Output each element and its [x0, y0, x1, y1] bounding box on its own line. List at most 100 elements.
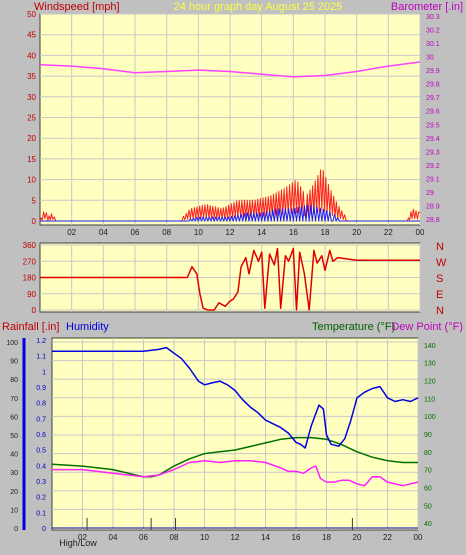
rain-humidity-temperature-panel: 010203040506070809010000.10.20.30.40.50.…: [6, 337, 436, 542]
barometer-y-tick-label: 30.2: [426, 28, 440, 35]
dewpoint-axis-title: Dew Point (°F): [391, 321, 463, 333]
rain-y-tick-label: 0.9: [36, 385, 46, 392]
temperature-y-tick-label: 100: [424, 414, 436, 421]
wind-x-tick-label: 10: [194, 228, 203, 237]
rain-y-tick-label: 0.8: [36, 401, 46, 408]
wind-x-tick-label: 14: [257, 228, 266, 237]
temperature-y-tick-label: 70: [424, 468, 432, 475]
wind-x-tick-label: 02: [67, 228, 76, 237]
wind-x-tick-label: 08: [162, 228, 171, 237]
direction-y-tick-label: 180: [23, 274, 37, 283]
temperature-y-tick-label: 110: [424, 396, 435, 403]
barometer-y-tick-label: 30.3: [426, 14, 440, 21]
wind-y-tick-label: 30: [27, 93, 36, 102]
rain-y-tick-label: 1.1: [36, 354, 46, 361]
wind-speed-line: [40, 204, 420, 222]
barometer-y-tick-label: 30: [426, 55, 434, 62]
temperature-y-tick-label: 40: [424, 521, 432, 528]
barometer-y-tick-label: 28.9: [426, 203, 440, 210]
direction-y-tick-label: 360: [23, 241, 37, 250]
climate-x-tick-label: 04: [109, 533, 118, 542]
climate-x-tick-label: 12: [231, 533, 240, 542]
wind-y-tick-label: 10: [27, 176, 36, 185]
compass-label: W: [436, 257, 447, 269]
wind-y-tick-label: 5: [32, 196, 37, 205]
wind-x-tick-label: 22: [384, 228, 393, 237]
humidity-y-tick-label: 60: [10, 414, 18, 421]
temperature-y-tick-label: 60: [424, 485, 432, 492]
rain-y-tick-label: 0.7: [36, 416, 46, 423]
climate-x-tick-label: 08: [170, 533, 179, 542]
humidity-y-tick-label: 10: [10, 507, 18, 514]
climate-x-tick-label: 10: [200, 533, 209, 542]
barometer-y-tick-label: 29.6: [426, 109, 440, 116]
climate-x-tick-label: 16: [292, 533, 301, 542]
humidity-y-tick-label: 70: [10, 396, 18, 403]
direction-y-tick-label: 90: [27, 290, 36, 299]
wind-y-tick-label: 25: [27, 114, 36, 123]
chart-title: 24 hour graph day August 25 2025: [174, 1, 343, 13]
wind-y-tick-label: 35: [27, 72, 36, 81]
temperature-y-tick-label: 140: [424, 343, 436, 350]
rain-y-tick-label: 0.4: [36, 463, 46, 470]
wind-x-tick-label: 20: [352, 228, 361, 237]
wind-y-tick-label: 20: [27, 134, 36, 143]
wind-y-tick-label: 50: [27, 10, 36, 19]
temperature-y-tick-label: 130: [424, 361, 436, 368]
barometer-y-tick-label: 29.3: [426, 149, 440, 156]
climate-x-tick-label: 22: [383, 533, 392, 542]
barometer-y-tick-label: 29.9: [426, 68, 440, 75]
humidity-line: [52, 346, 419, 449]
humidity-y-tick-label: 100: [6, 340, 18, 347]
wind-barometer-panel: 0 5 10 15 20 25 30 35 40 45 50 28.8 28.9 29 29.1 29.2 29…: [27, 10, 440, 237]
humidity-y-tick-label: 50: [10, 433, 18, 440]
barometer-y-tick-label: 30.1: [426, 41, 440, 48]
temperature-axis-title: Temperature (°F): [312, 321, 395, 333]
barometer-y-tick-label: 29.8: [426, 82, 440, 89]
humidity-y-tick-label: 30: [10, 470, 18, 477]
wind-y-tick-label: 0: [32, 217, 37, 226]
rainfall-axis-title: Rainfall [.in]: [2, 321, 59, 333]
wind-y-tick-label: 40: [27, 51, 36, 60]
barometer-line: [39, 61, 421, 78]
barometer-y-tick-label: 29.2: [426, 163, 440, 170]
wind-y-tick-label: 15: [27, 155, 36, 164]
rain-y-tick-label: 0: [42, 526, 46, 533]
wind-x-tick-label: 06: [131, 228, 140, 237]
compass-label: S: [436, 273, 443, 285]
climate-x-tick-label: 18: [322, 533, 331, 542]
rain-y-tick-label: 1: [42, 369, 46, 376]
barometer-y-tick-label: 28.8: [426, 217, 440, 224]
barometer-y-tick-label: 29.1: [426, 176, 440, 183]
climate-x-tick-label: 02: [78, 533, 87, 542]
humidity-axis-title: Humidity: [66, 321, 109, 333]
direction-y-tick-label: 0: [32, 306, 37, 315]
wind-y-tick-label: 45: [27, 31, 36, 40]
temperature-y-tick-label: 80: [424, 450, 432, 457]
climate-x-tick-label: 06: [139, 533, 148, 542]
climate-x-tick-label: 00: [414, 533, 423, 542]
rain-y-tick-label: 0.5: [36, 448, 46, 455]
wind-x-tick-label: 04: [99, 228, 108, 237]
barometer-y-tick-label: 29: [426, 190, 434, 197]
barometer-y-tick-label: 29.5: [426, 122, 440, 129]
wind-direction-line: [40, 247, 420, 311]
temperature-y-tick-label: 90: [424, 432, 432, 439]
rain-y-tick-label: 0.6: [36, 432, 46, 439]
wind-x-tick-label: 00: [416, 228, 425, 237]
temperature-y-tick-label: 50: [424, 503, 432, 510]
wind-x-tick-label: 16: [289, 228, 298, 237]
humidity-y-tick-label: 0: [14, 526, 18, 533]
humidity-y-tick-label: 40: [10, 452, 18, 459]
temperature-y-tick-label: 120: [424, 379, 436, 386]
compass-label: E: [436, 289, 443, 301]
wind-x-tick-label: 18: [321, 228, 330, 237]
compass-label: N: [436, 241, 444, 253]
wind-axis-title: Windspeed [mph]: [34, 1, 120, 13]
wind-x-tick-label: 12: [226, 228, 235, 237]
humidity-y-tick-label: 80: [10, 377, 18, 384]
climate-x-tick-label: 20: [353, 533, 362, 542]
barometer-axis-title: Barometer [.in]: [391, 1, 463, 13]
high-low-label: High/Low: [59, 538, 97, 548]
climate-x-tick-label: 14: [261, 533, 270, 542]
